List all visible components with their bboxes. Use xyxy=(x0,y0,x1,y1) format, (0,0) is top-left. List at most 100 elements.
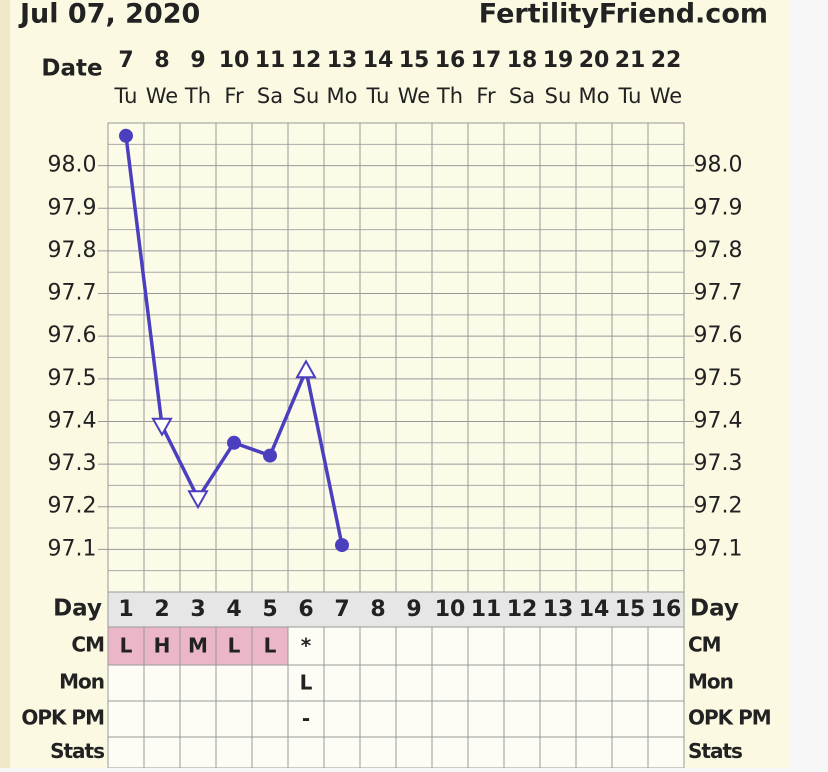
day-number: 14 xyxy=(579,597,610,622)
weekday-label: Tu xyxy=(618,84,642,108)
cell xyxy=(251,626,289,666)
cell-text: L xyxy=(264,634,277,658)
y-tick-label-right: 97.1 xyxy=(694,536,743,561)
cell-text: L xyxy=(300,671,313,695)
cell-text: L xyxy=(120,634,133,658)
cell xyxy=(323,664,361,702)
cell xyxy=(215,700,253,738)
y-tick-label-right: 97.3 xyxy=(694,451,743,476)
x-tick-label: 7 xyxy=(118,48,133,73)
y-tick-label-right: 97.9 xyxy=(694,195,743,220)
weekday-label: Mo xyxy=(579,84,610,108)
cell xyxy=(503,700,541,738)
y-tick-label: 97.4 xyxy=(48,408,97,433)
cell xyxy=(539,664,577,702)
day-number: 15 xyxy=(615,597,646,622)
cell xyxy=(251,700,289,738)
cell-text: H xyxy=(154,634,171,658)
row-label: Stats xyxy=(50,739,104,763)
y-tick-label: 97.8 xyxy=(48,238,97,263)
weekday-label: Su xyxy=(545,84,572,108)
weekday-label: Sa xyxy=(509,84,535,108)
cell xyxy=(251,664,289,702)
x-tick-label: 21 xyxy=(615,48,646,73)
cell xyxy=(179,736,217,769)
cell xyxy=(251,736,289,769)
y-tick-label-right: 97.8 xyxy=(694,238,743,263)
cell-text: M xyxy=(188,634,208,658)
row-label-right: Day xyxy=(690,596,739,622)
cell-text: * xyxy=(301,634,312,658)
header-date: Jul 07, 2020 xyxy=(18,0,200,30)
cell xyxy=(107,700,145,738)
weekday-label: Tu xyxy=(114,84,138,108)
y-tick-label-right: 98.0 xyxy=(694,153,743,178)
marker xyxy=(151,417,173,437)
cell xyxy=(611,664,649,702)
day-number: 11 xyxy=(471,597,502,622)
cell xyxy=(107,736,145,769)
y-tick-label-right: 97.7 xyxy=(694,281,743,306)
cell xyxy=(611,626,649,666)
cell xyxy=(323,700,361,738)
cell-text: L xyxy=(228,634,241,658)
cell xyxy=(503,736,541,769)
row-label-right: CM xyxy=(688,633,721,657)
day-number: 6 xyxy=(298,597,313,622)
weekday-label: Tu xyxy=(366,84,390,108)
cell xyxy=(431,626,469,666)
cell xyxy=(575,626,613,666)
cell xyxy=(395,700,433,738)
weekday-label: We xyxy=(146,84,178,108)
cell xyxy=(323,626,361,666)
cell xyxy=(359,626,397,666)
weekday-label: Mo xyxy=(327,84,358,108)
cell xyxy=(647,664,685,702)
y-tick-label: 97.5 xyxy=(48,366,97,391)
weekday-label: Fr xyxy=(476,84,496,108)
day-number: 10 xyxy=(435,597,466,622)
marker xyxy=(227,435,241,450)
cell-text: - xyxy=(302,707,310,731)
row-label: CM xyxy=(71,633,104,657)
day-number: 2 xyxy=(154,597,169,622)
cell xyxy=(287,626,325,666)
day-number: 4 xyxy=(226,597,241,622)
day-number: 9 xyxy=(406,597,421,622)
y-tick-label-right: 97.5 xyxy=(694,366,743,391)
cell xyxy=(143,736,181,769)
day-number: 13 xyxy=(543,597,574,622)
row-label-right: Stats xyxy=(688,739,742,763)
cell xyxy=(179,664,217,702)
cell xyxy=(611,736,649,769)
x-tick-label: 13 xyxy=(327,48,358,73)
day-number: 12 xyxy=(507,597,538,622)
cell xyxy=(359,664,397,702)
cell xyxy=(359,700,397,738)
cell xyxy=(539,626,577,666)
row-label: Mon xyxy=(59,670,104,694)
weekday-label: We xyxy=(650,84,682,108)
cell xyxy=(431,664,469,702)
x-tick-label: 9 xyxy=(190,48,205,73)
cell xyxy=(359,736,397,769)
x-tick-label: 20 xyxy=(579,48,610,73)
row-label-right: OPK PM xyxy=(688,706,771,730)
left-strip xyxy=(0,0,10,768)
x-tick-label: 19 xyxy=(543,48,574,73)
y-tick-label: 97.2 xyxy=(48,494,97,519)
day-number: 3 xyxy=(190,597,205,622)
cell xyxy=(143,700,181,738)
x-tick-label: 17 xyxy=(471,48,502,73)
weekday-label: We xyxy=(398,84,430,108)
x-axis-label: Date xyxy=(41,56,102,82)
marker xyxy=(119,128,133,143)
x-tick-label: 16 xyxy=(435,48,466,73)
weekday-label: Sa xyxy=(257,84,283,108)
header-site: FertilityFriend.com xyxy=(479,0,768,30)
day-number: 16 xyxy=(651,597,682,622)
x-tick-label: 15 xyxy=(399,48,430,73)
cell xyxy=(431,736,469,769)
cell xyxy=(143,626,181,666)
weekday-label: Su xyxy=(293,84,320,108)
